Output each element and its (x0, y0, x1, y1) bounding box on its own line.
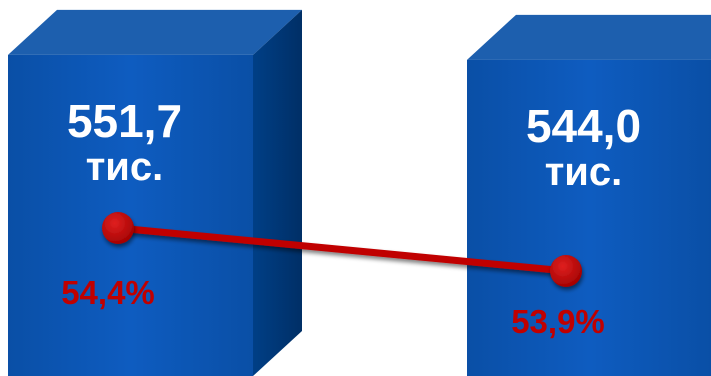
bar-front-face (8, 54, 253, 376)
series-point-2 (550, 255, 582, 287)
bar-2 (467, 14, 711, 376)
bar-unit-label: тис. (545, 150, 623, 194)
bar-top-face (467, 14, 711, 60)
bar-side-face (253, 9, 302, 376)
bar-value-label: 551,7 (67, 95, 182, 147)
bar-top-face (8, 9, 302, 55)
series-point-1 (102, 212, 134, 244)
line-layer (102, 212, 582, 287)
bar-unit-label: тис. (86, 145, 164, 189)
bars-layer (8, 9, 711, 376)
bar-front-face (467, 59, 711, 376)
point-percent-label: 53,9% (511, 303, 605, 340)
bar-value-label: 544,0 (526, 100, 641, 152)
series-line (114, 224, 570, 275)
point-percent-label: 54,4% (61, 274, 155, 311)
bar-1 (8, 9, 302, 376)
